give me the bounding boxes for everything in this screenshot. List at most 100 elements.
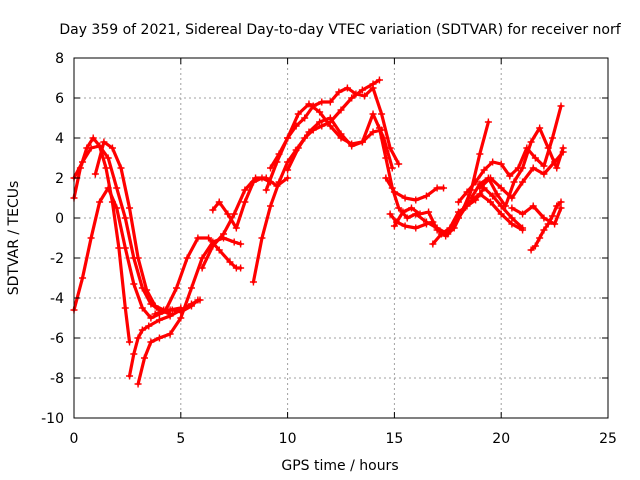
- data-point: [382, 154, 390, 162]
- y-tick-label: 6: [55, 91, 64, 107]
- data-point: [87, 234, 95, 242]
- data-point: [557, 198, 565, 206]
- data-point: [115, 244, 123, 252]
- data-point: [237, 240, 245, 248]
- data-point: [96, 198, 104, 206]
- data-point: [126, 338, 134, 346]
- data-point: [548, 212, 556, 220]
- y-tick-label: 4: [55, 131, 64, 147]
- data-point: [403, 214, 411, 222]
- data-point: [241, 186, 249, 194]
- data-point: [548, 134, 556, 142]
- data-point: [508, 194, 516, 202]
- data-point: [126, 372, 134, 380]
- data-point: [104, 184, 112, 192]
- data-point: [446, 224, 454, 232]
- data-point: [102, 164, 110, 172]
- data-point: [126, 204, 134, 212]
- data-point: [237, 264, 245, 272]
- data-point: [232, 224, 240, 232]
- data-point: [275, 178, 283, 186]
- series-arc-6: [136, 236, 243, 386]
- data-point: [454, 208, 462, 216]
- data-point: [145, 322, 153, 330]
- data-point: [536, 234, 544, 242]
- data-point: [553, 202, 561, 210]
- y-tick-label: 2: [55, 171, 64, 187]
- data-point: [275, 150, 283, 158]
- data-point: [301, 114, 309, 122]
- data-point: [326, 98, 334, 106]
- data-point: [401, 194, 409, 202]
- data-point: [497, 210, 505, 218]
- data-point: [284, 174, 292, 182]
- data-point: [89, 134, 97, 142]
- data-point: [551, 158, 559, 166]
- data-point: [527, 246, 535, 254]
- data-point: [267, 164, 275, 172]
- data-point: [155, 334, 163, 342]
- grid: [74, 58, 608, 418]
- data-point: [422, 220, 430, 228]
- series-arc-14: [377, 126, 525, 236]
- data-point: [305, 128, 313, 136]
- data-point: [121, 214, 129, 222]
- data-point: [519, 210, 527, 218]
- data-point: [501, 202, 509, 210]
- data-point: [183, 254, 191, 262]
- plot-frame: [73, 57, 609, 419]
- data-point: [130, 280, 138, 288]
- series-arc-19: [456, 104, 563, 204]
- data-point: [358, 138, 366, 146]
- series-arc-13: [286, 112, 394, 172]
- data-point: [497, 184, 505, 192]
- data-point: [493, 190, 501, 198]
- data-point: [529, 164, 537, 172]
- y-axis-label: SDTVAR / TECUs: [6, 181, 22, 296]
- x-tick-label: 20: [492, 431, 510, 447]
- data-point: [113, 184, 121, 192]
- data-point: [134, 254, 142, 262]
- data-point: [226, 258, 234, 266]
- data-point: [209, 206, 217, 214]
- data-point: [463, 202, 471, 210]
- data-point: [138, 304, 146, 312]
- data-point: [194, 234, 202, 242]
- data-point: [395, 204, 403, 212]
- data-point: [544, 144, 552, 152]
- data-point: [318, 122, 326, 130]
- y-tick-label: -2: [50, 251, 64, 267]
- data-point: [476, 150, 484, 158]
- data-point: [529, 202, 537, 210]
- data-point: [121, 304, 129, 312]
- data-point: [166, 312, 174, 320]
- data-point: [147, 338, 155, 346]
- data-point: [337, 130, 345, 138]
- data-point: [151, 302, 159, 310]
- data-point: [267, 202, 275, 210]
- data-point: [220, 230, 228, 238]
- data-point: [318, 98, 326, 106]
- data-point: [519, 224, 527, 232]
- data-point: [487, 174, 495, 182]
- data-point: [326, 122, 334, 130]
- data-point: [557, 204, 565, 212]
- data-point: [87, 144, 95, 152]
- data-point: [369, 110, 377, 118]
- data-point: [134, 380, 142, 388]
- data-point: [215, 198, 223, 206]
- data-point: [326, 114, 334, 122]
- series-arc-9: [211, 176, 273, 230]
- data-point: [440, 184, 448, 192]
- data-point: [147, 314, 155, 322]
- data-point: [198, 264, 206, 272]
- data-point: [155, 316, 163, 324]
- data-point: [348, 142, 356, 150]
- series-arc-20: [469, 126, 565, 208]
- y-tick-label: -4: [50, 291, 64, 307]
- data-point: [489, 192, 497, 200]
- data-point: [258, 174, 266, 182]
- x-tick-label: 0: [70, 431, 79, 447]
- data-point: [540, 226, 548, 234]
- data-point: [540, 170, 548, 178]
